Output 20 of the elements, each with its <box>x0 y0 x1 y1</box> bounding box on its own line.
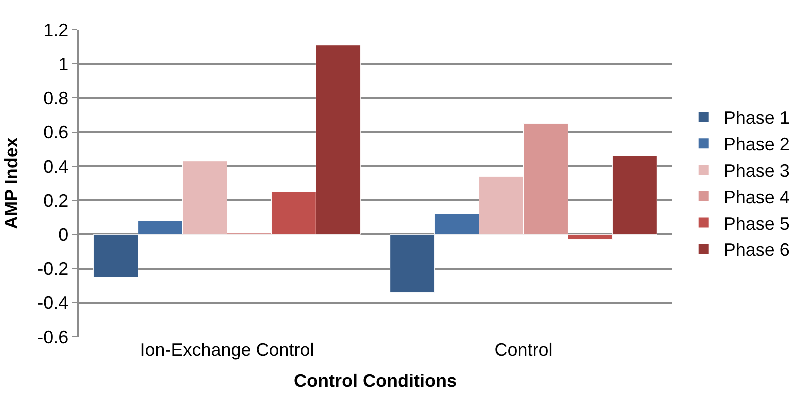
y-tick-label: 0 <box>58 224 69 245</box>
legend-label: Phase 2 <box>724 134 790 155</box>
legend-label: Phase 4 <box>724 187 790 208</box>
y-tick-label: -0.4 <box>38 293 69 314</box>
legend-label: Phase 6 <box>724 240 790 260</box>
x-axis-title: Control Conditions <box>294 371 457 392</box>
x-tick-label: Ion-Exchange Control <box>140 340 314 360</box>
legend-label: Phase 1 <box>724 108 790 128</box>
x-tick-label: Control <box>494 340 553 360</box>
y-tick-label: 0.6 <box>44 122 69 143</box>
legend-label: Phase 5 <box>724 214 790 234</box>
y-tick-label: 1.2 <box>44 20 69 40</box>
y-tick-label: 0.4 <box>44 156 69 177</box>
legend-label: Phase 3 <box>724 161 790 182</box>
y-tick-label: -0.6 <box>38 327 69 348</box>
y-axis-title: AMP Index <box>1 138 22 230</box>
y-tick-label: -0.2 <box>38 259 69 280</box>
y-tick-label: 0.2 <box>44 190 69 211</box>
y-tick-label: 1 <box>58 54 69 74</box>
y-tick-label: 0.8 <box>44 88 69 109</box>
